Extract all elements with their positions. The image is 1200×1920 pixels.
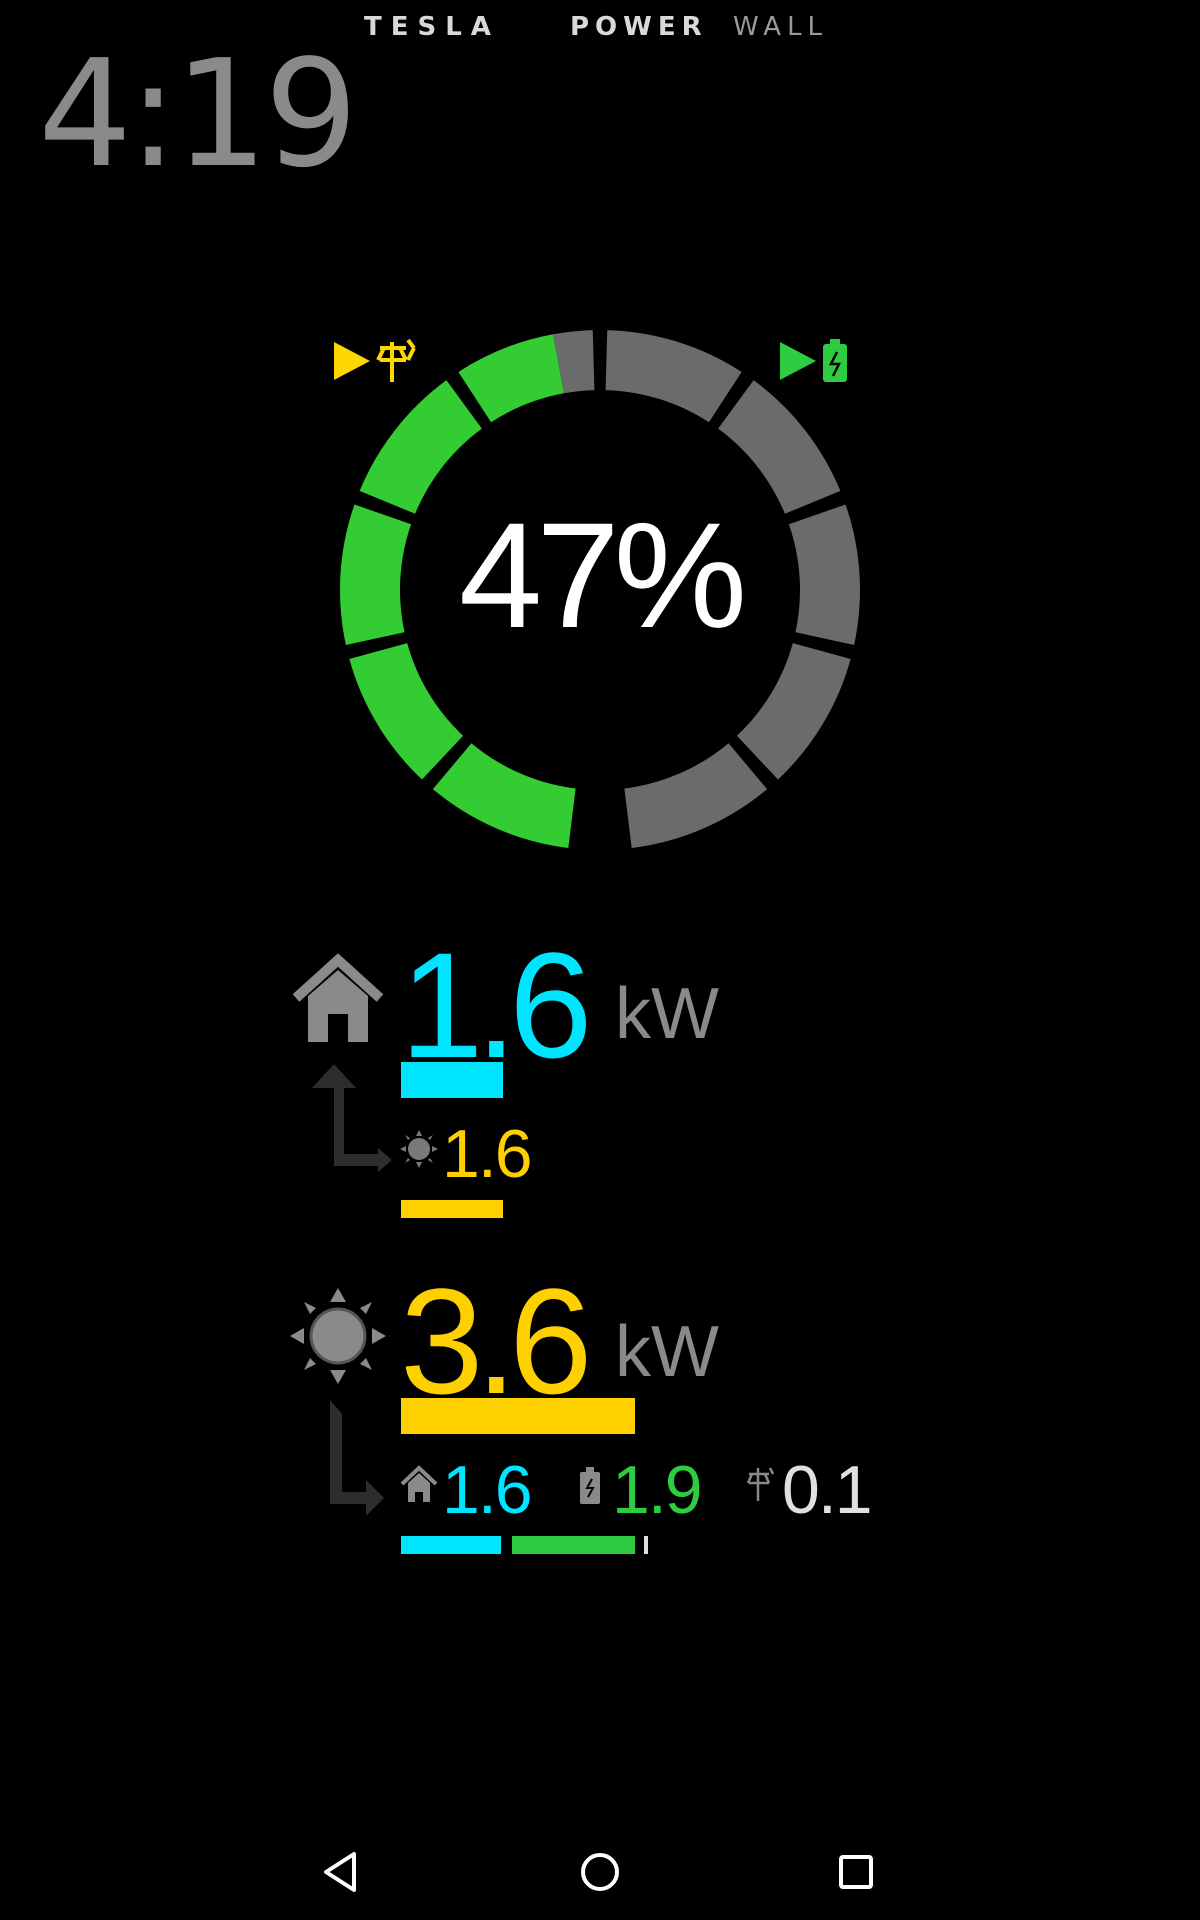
- solar-dest-battery: [578, 1466, 602, 1504]
- grid-tower-small-icon: [746, 1467, 775, 1501]
- grid-indicator-svg: [334, 338, 416, 382]
- system-nav-bar: [0, 1820, 1200, 1920]
- gauge-segment-empty: [788, 504, 860, 645]
- home-source-sun: [400, 1130, 438, 1168]
- solar-production-value: 3.6: [400, 1257, 593, 1425]
- clock: 4:19: [38, 28, 358, 200]
- gauge-segment-filled: [458, 334, 564, 423]
- gauge-segment-filled: [432, 743, 576, 849]
- sun-small-icon: [400, 1130, 438, 1168]
- brand-tesla-logo: TESLA: [364, 12, 500, 42]
- sun-icon: [290, 1288, 386, 1384]
- gauge-segment-empty: [718, 380, 841, 514]
- nav-recents-button[interactable]: [832, 1848, 880, 1896]
- gauge-segment-empty: [624, 743, 768, 849]
- battery-charging-icon: [823, 339, 847, 382]
- solar-dest-house: [400, 1464, 438, 1504]
- solar-to-grid-bar: [644, 1536, 648, 1554]
- solar-production-bar: [401, 1398, 635, 1434]
- play-arrow-icon: [780, 342, 816, 380]
- gauge-segment-empty: [553, 330, 595, 394]
- back-icon: [324, 1852, 356, 1892]
- home-source-solar-bar: [401, 1200, 503, 1218]
- arrow-down-right-icon: [330, 1400, 384, 1516]
- solar-to-battery-bar: [512, 1536, 635, 1554]
- gauge-segment-filled: [359, 380, 482, 514]
- home-load-value: 1.6: [400, 921, 593, 1089]
- arrow-up-left-icon: [312, 1064, 392, 1172]
- battery-flow-indicator: [778, 336, 858, 386]
- battery-indicator-svg: [780, 339, 847, 382]
- solar-to-battery-value: 1.9: [612, 1452, 703, 1528]
- battery-gauge-ring: [340, 328, 860, 849]
- battery-percent-label: 47%: [458, 491, 747, 659]
- solar-destination-arrow: [312, 1400, 392, 1516]
- battery-small-icon: [580, 1467, 600, 1504]
- home-source-solar-value: 1.6: [442, 1116, 533, 1192]
- home-icon-wrap: [292, 952, 384, 1044]
- gauge-segment-filled: [349, 643, 464, 780]
- play-arrow-icon: [334, 342, 370, 380]
- header: TESLA POWER WALL: [0, 0, 1200, 60]
- home-source-arrow: [312, 1064, 392, 1174]
- solar-dest-grid: [745, 1466, 775, 1502]
- gauge-segment-empty: [736, 643, 851, 780]
- recents-icon: [839, 1855, 873, 1889]
- home-load-unit: kW: [615, 974, 719, 1054]
- nav-back-button[interactable]: [318, 1848, 366, 1896]
- grid-flow-indicator: [334, 336, 434, 386]
- house-icon: [292, 953, 384, 1042]
- home-load-bar: [401, 1062, 503, 1098]
- gauge-segment-empty: [605, 330, 742, 423]
- brand-powerwall-power: POWER: [570, 12, 708, 42]
- solar-icon-wrap: [290, 1288, 386, 1384]
- gauge-segment-filled: [340, 504, 412, 645]
- solar-to-house-bar: [401, 1536, 501, 1554]
- home-circle-icon: [581, 1853, 619, 1891]
- grid-tower-icon: [376, 338, 416, 382]
- house-small-icon: [400, 1465, 438, 1502]
- solar-to-grid-value: 0.1: [782, 1452, 873, 1528]
- brand-powerwall-wall: WALL: [733, 12, 829, 42]
- nav-home-button[interactable]: [576, 1848, 624, 1896]
- solar-to-house-value: 1.6: [442, 1452, 533, 1528]
- solar-production-unit: kW: [615, 1312, 719, 1392]
